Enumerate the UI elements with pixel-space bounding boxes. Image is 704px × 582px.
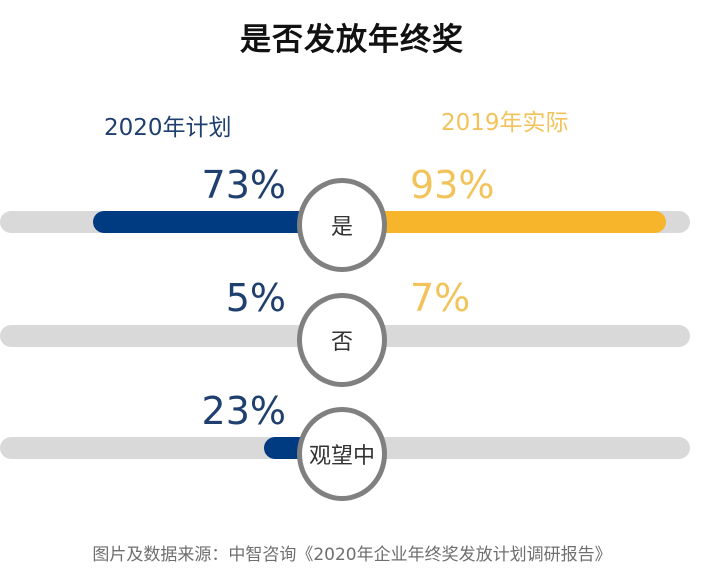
actual-value-label: 93% (410, 163, 495, 207)
plan-value-label: 73% (201, 163, 286, 207)
source-caption: 图片及数据来源：中智咨询《2020年企业年终奖发放计划调研报告》 (92, 545, 612, 565)
actual-bar (340, 211, 666, 233)
legend-2019-actual: 2019年实际 (441, 110, 569, 136)
plan-value-label: 5% (225, 276, 286, 320)
chart-title: 是否发放年终奖 (240, 22, 464, 58)
row-undecided: 23% 观望中 (0, 386, 704, 501)
row-no: 5% 7% 否 (0, 273, 704, 387)
plan-bar (93, 211, 343, 233)
category-badge-undecided: 观望中 (297, 407, 387, 501)
row-yes: 73% 93% 是 (0, 160, 704, 272)
category-badge-yes: 是 (297, 178, 387, 272)
category-badge-no: 否 (297, 293, 387, 387)
plan-value-label: 23% (201, 389, 286, 433)
legend-2020-plan: 2020年计划 (104, 115, 232, 141)
actual-value-label: 7% (410, 276, 471, 320)
